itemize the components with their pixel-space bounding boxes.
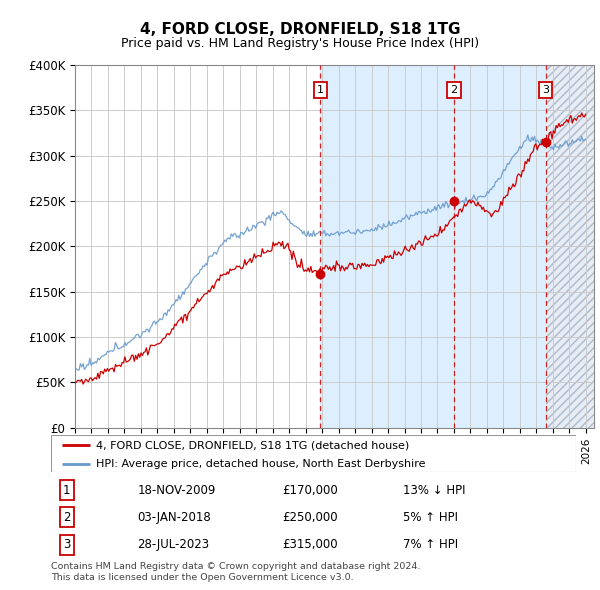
Text: £250,000: £250,000 bbox=[282, 510, 338, 524]
Text: Price paid vs. HM Land Registry's House Price Index (HPI): Price paid vs. HM Land Registry's House … bbox=[121, 37, 479, 50]
Text: 13% ↓ HPI: 13% ↓ HPI bbox=[403, 484, 465, 497]
Text: Contains HM Land Registry data © Crown copyright and database right 2024.: Contains HM Land Registry data © Crown c… bbox=[51, 562, 421, 571]
Text: 7% ↑ HPI: 7% ↑ HPI bbox=[403, 539, 458, 552]
Text: HPI: Average price, detached house, North East Derbyshire: HPI: Average price, detached house, Nort… bbox=[95, 459, 425, 469]
Text: 5% ↑ HPI: 5% ↑ HPI bbox=[403, 510, 458, 524]
Text: 03-JAN-2018: 03-JAN-2018 bbox=[137, 510, 211, 524]
Text: This data is licensed under the Open Government Licence v3.0.: This data is licensed under the Open Gov… bbox=[51, 573, 353, 582]
Text: 4, FORD CLOSE, DRONFIELD, S18 1TG (detached house): 4, FORD CLOSE, DRONFIELD, S18 1TG (detac… bbox=[95, 440, 409, 450]
Text: 2: 2 bbox=[451, 86, 458, 96]
Bar bbox=[546, 65, 594, 428]
Text: 3: 3 bbox=[542, 86, 549, 96]
Text: £170,000: £170,000 bbox=[282, 484, 338, 497]
Text: 3: 3 bbox=[63, 539, 70, 552]
Text: 18-NOV-2009: 18-NOV-2009 bbox=[137, 484, 216, 497]
Text: 1: 1 bbox=[317, 86, 323, 96]
Text: 28-JUL-2023: 28-JUL-2023 bbox=[137, 539, 210, 552]
Text: 2: 2 bbox=[63, 510, 71, 524]
Text: £315,000: £315,000 bbox=[282, 539, 338, 552]
Text: 1: 1 bbox=[63, 484, 71, 497]
Bar bbox=[320, 65, 546, 428]
FancyBboxPatch shape bbox=[51, 435, 576, 472]
Text: 4, FORD CLOSE, DRONFIELD, S18 1TG: 4, FORD CLOSE, DRONFIELD, S18 1TG bbox=[140, 22, 460, 37]
